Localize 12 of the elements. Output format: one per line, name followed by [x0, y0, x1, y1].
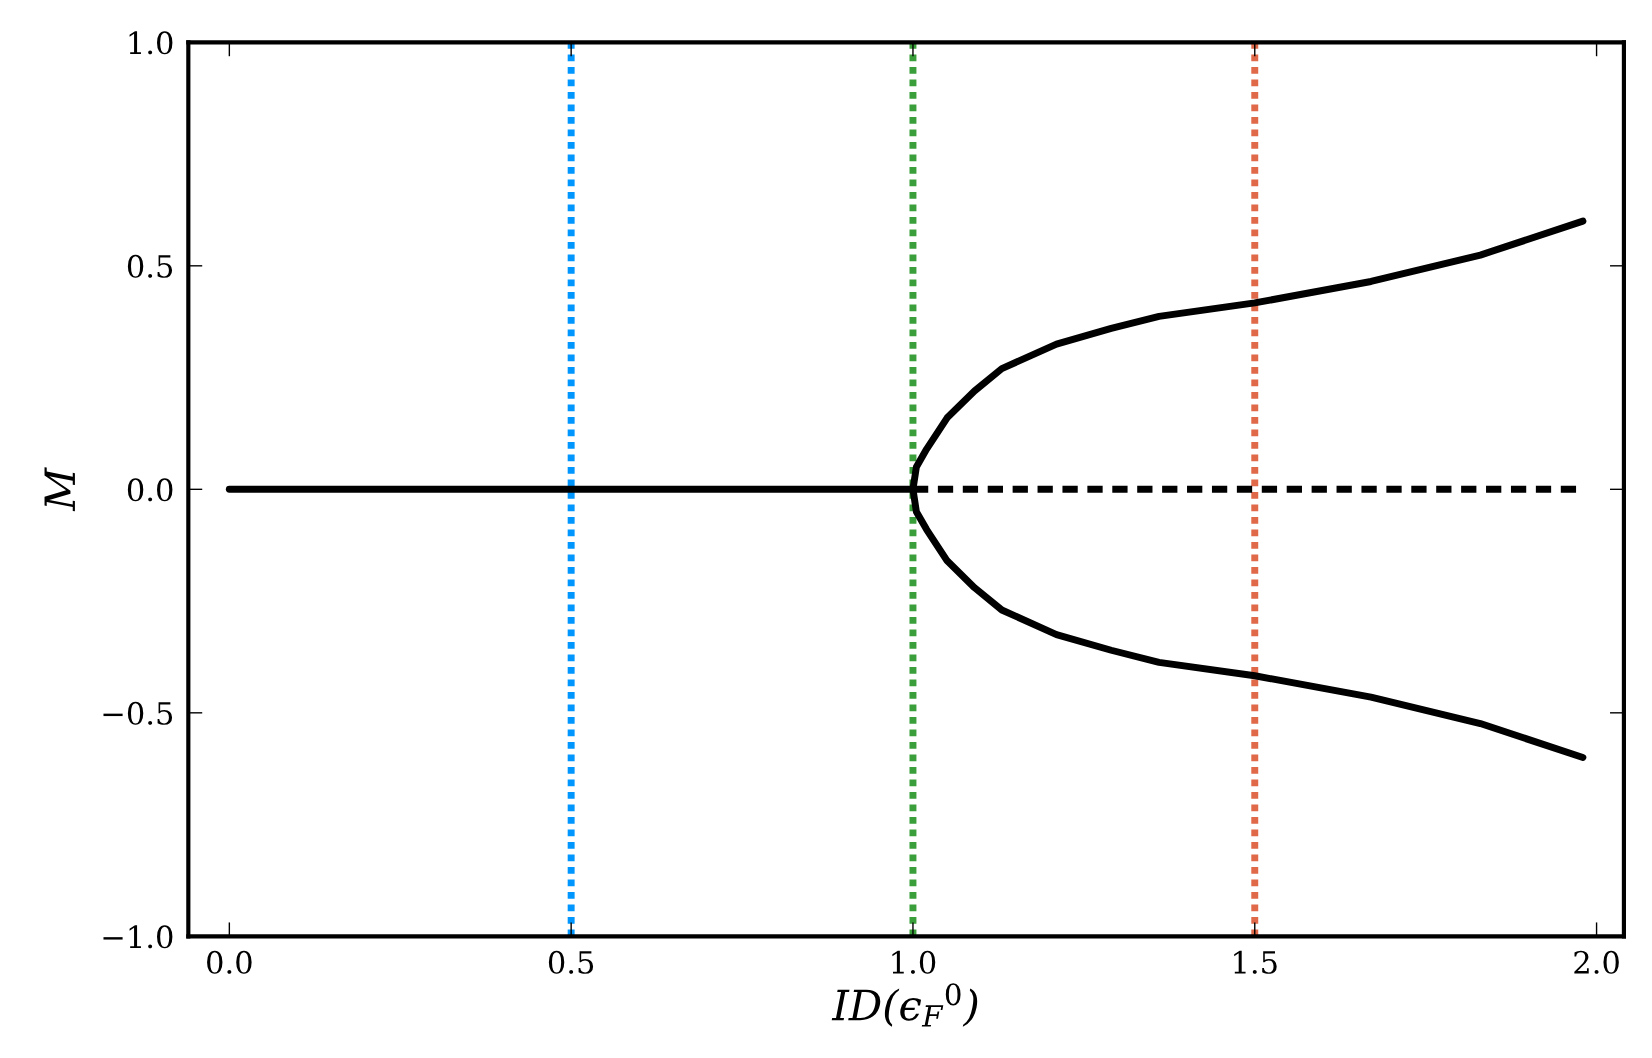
y-tick-label: −0.5 [103, 701, 173, 725]
y-tick-label: 0.0 [127, 478, 173, 502]
x-tick-label: 1.0 [892, 950, 936, 974]
x-tick-label: 2.0 [1574, 950, 1619, 974]
x-tick-label: 0.5 [548, 950, 594, 974]
x-tick-label: 1.5 [1234, 950, 1277, 974]
x-tick-label: 0.0 [207, 950, 252, 974]
x-axis-title: ID(ϵ$_{F}$$^{0}$) [831, 983, 978, 1027]
y-tick-label: 0.5 [127, 254, 173, 278]
y-axis-title: M [44, 467, 75, 512]
y-tick-label: 1.0 [129, 31, 173, 55]
y-tick-label: −1.0 [103, 925, 173, 949]
